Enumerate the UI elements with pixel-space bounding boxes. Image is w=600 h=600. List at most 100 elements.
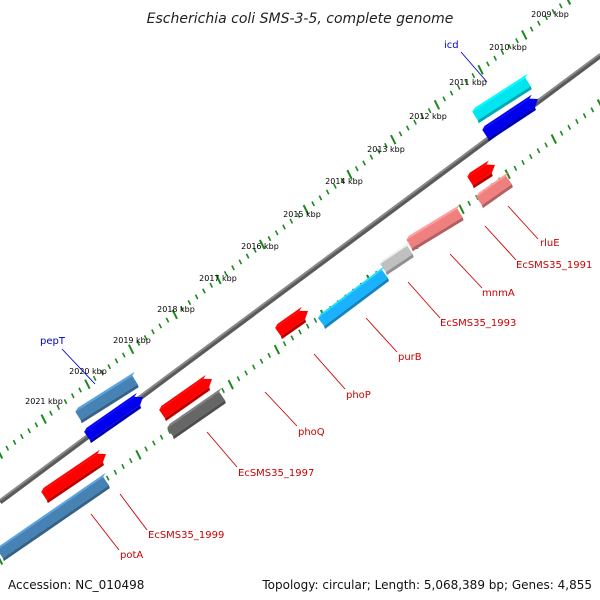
- gene-label: EcSMS35_1999: [148, 530, 224, 541]
- tick-mark: [121, 463, 125, 470]
- gene-front-face: [380, 245, 413, 273]
- kbp-label: 2012 kbp: [409, 112, 447, 121]
- leader-line: [449, 253, 483, 289]
- leader-line: [90, 513, 120, 551]
- tick-mark: [296, 212, 301, 218]
- gene-top-face: [84, 392, 137, 432]
- tick-mark: [34, 422, 39, 428]
- tick-mark: [221, 387, 225, 394]
- tick-mark: [504, 169, 511, 180]
- gene-mnma[interactable]: [406, 204, 464, 252]
- genome-summary-text: Topology: circular; Length: 5,068,389 bp…: [262, 578, 592, 592]
- tick-mark: [398, 131, 403, 137]
- tick-mark: [151, 329, 155, 335]
- tick-mark: [70, 393, 75, 399]
- tick-mark: [467, 200, 472, 206]
- gene-front-face: [75, 375, 138, 421]
- leader-line: [264, 391, 298, 427]
- gene-phop[interactable]: [275, 306, 308, 340]
- gene-label: mnmA: [482, 288, 515, 299]
- tick-mark: [107, 364, 112, 370]
- tick-mark: [567, 124, 572, 130]
- tick-mark: [267, 236, 272, 242]
- tick-mark: [238, 259, 243, 265]
- gene-top-face: [380, 241, 410, 264]
- gene-phoq[interactable]: [159, 374, 212, 422]
- tick-mark: [390, 134, 397, 145]
- tick-mark: [566, 0, 572, 5]
- kbp-label: 2009 kbp: [531, 10, 569, 19]
- tick-mark: [537, 20, 541, 26]
- gene-unnamed[interactable]: [84, 392, 143, 444]
- gene-shadow-face: [477, 86, 532, 124]
- kbp-label: 2019 kbp: [113, 336, 151, 345]
- tick-mark: [575, 118, 579, 125]
- gene-labels: icd rluE EcSMS35_1991 mnmA EcSMS35_1993 purB p…: [40, 40, 592, 561]
- gene-features: [0, 73, 538, 562]
- tick-mark: [100, 369, 104, 376]
- gene-front-face: [318, 270, 388, 326]
- tick-mark: [559, 130, 564, 136]
- tick-mark: [113, 469, 118, 475]
- tick-mark: [318, 195, 323, 201]
- tick-mark: [376, 148, 381, 154]
- gene-shadow-face: [481, 184, 513, 209]
- tick-mark: [513, 165, 518, 171]
- gene-shadow-face: [2, 485, 110, 562]
- tick-mark: [49, 410, 53, 416]
- tick-mark: [128, 458, 133, 464]
- tick-mark: [144, 446, 148, 452]
- gene-top-face: [482, 94, 532, 130]
- tick-mark: [56, 404, 61, 411]
- tick-mark: [456, 84, 461, 90]
- tick-mark: [550, 134, 557, 145]
- gene-label: EcSMS35_1997: [238, 468, 314, 479]
- tick-mark: [209, 282, 214, 288]
- tick-mark: [558, 3, 563, 9]
- tick-mark: [202, 288, 206, 294]
- gene-shadow-face: [324, 278, 389, 329]
- gene-ecsms35-1993[interactable]: [380, 241, 414, 276]
- tick-mark: [346, 169, 353, 180]
- tick-mark: [135, 449, 142, 460]
- tick-mark: [40, 414, 47, 425]
- tick-mark: [244, 370, 248, 376]
- gene-pota[interactable]: [0, 472, 110, 562]
- tick-mark: [12, 439, 17, 445]
- tick-mark: [405, 125, 410, 131]
- gene-ecsms35-1997[interactable]: [167, 387, 226, 440]
- tick-mark: [477, 64, 484, 75]
- gene-label: EcSMS35_1993: [440, 318, 516, 329]
- gene-ecsms35-1991[interactable]: [467, 160, 495, 189]
- tick-mark: [471, 73, 476, 79]
- gene-ecsms35-1999[interactable]: [41, 449, 107, 504]
- tick-mark: [158, 323, 163, 329]
- gene-front-face: [472, 77, 531, 121]
- kbp-label: 2021 kbp: [25, 397, 63, 406]
- gene-icd[interactable]: [472, 73, 532, 124]
- gene-front-face: [467, 164, 495, 186]
- tick-mark: [464, 78, 468, 85]
- tick-mark: [215, 274, 222, 285]
- outer-tick-track: [0, 0, 572, 459]
- tick-mark: [121, 352, 126, 358]
- kbp-label: 2014 kbp: [325, 177, 363, 186]
- gene-purb[interactable]: [318, 266, 389, 329]
- tick-mark: [227, 379, 234, 390]
- tick-mark: [433, 99, 441, 110]
- gene-pept[interactable]: [75, 371, 139, 424]
- tick-mark: [369, 154, 374, 160]
- tick-mark: [180, 305, 184, 312]
- gene-unnamed[interactable]: [482, 94, 538, 142]
- gene-top-face: [406, 204, 460, 240]
- accession-text: Accession: NC_010498: [8, 578, 145, 592]
- tick-mark: [420, 113, 425, 120]
- tick-mark: [333, 183, 337, 189]
- tick-mark: [458, 204, 465, 215]
- gene-shadow-face: [172, 400, 226, 440]
- tick-mark: [590, 107, 595, 113]
- gene-rlue[interactable]: [476, 171, 513, 209]
- leader-line: [365, 317, 398, 353]
- tick-mark: [354, 166, 359, 172]
